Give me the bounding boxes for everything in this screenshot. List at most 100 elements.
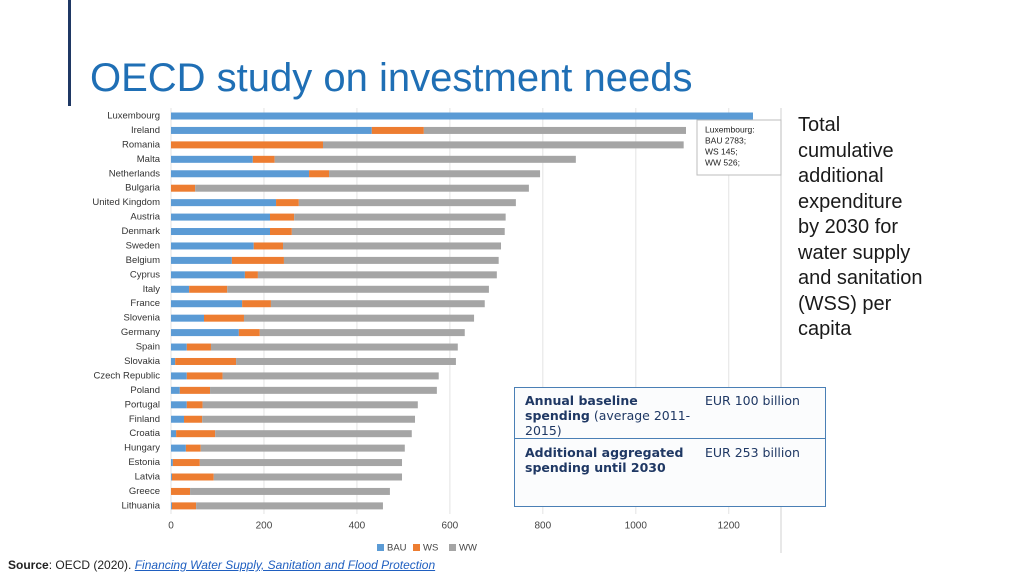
annotation: Luxembourg: <box>705 124 755 134</box>
bar-segment <box>186 401 203 409</box>
bar-segment <box>238 329 260 337</box>
bar-segment <box>175 357 237 365</box>
bar-segment <box>199 459 403 467</box>
y-tick-label: Romania <box>122 139 161 150</box>
y-tick-label: Slovenia <box>124 313 161 324</box>
bar-segment <box>171 459 173 467</box>
bar-segment <box>213 473 403 481</box>
row-value: EUR 100 billion <box>705 393 800 408</box>
x-tick-label: 1000 <box>625 521 648 532</box>
bar-segment <box>253 242 284 250</box>
bar-segment <box>227 285 489 293</box>
slide-title: OECD study on investment needs <box>90 56 693 100</box>
source: Source: OECD (2020). Financing Water Sup… <box>8 558 435 572</box>
bar-segment <box>171 126 372 134</box>
y-tick-label: United Kingdom <box>92 197 160 208</box>
annotation: WW 526; <box>705 157 740 167</box>
bar-segment <box>202 415 416 423</box>
bar-segment <box>171 242 254 250</box>
x-tick-label: 600 <box>442 521 459 532</box>
bar-segment <box>274 155 576 163</box>
y-tick-label: Poland <box>130 385 160 396</box>
bar-segment <box>171 502 197 510</box>
bar-segment <box>202 401 418 409</box>
legend-label: WS <box>423 543 438 554</box>
y-tick-label: Portugal <box>125 399 160 410</box>
bar-segment <box>270 213 295 221</box>
accent-bar <box>68 0 71 106</box>
y-tick-label: Italy <box>143 284 161 295</box>
table-row: Annual baseline spending (average 2011-2… <box>515 388 825 439</box>
bar-segment <box>184 415 203 423</box>
source-text: : OECD (2020). <box>48 558 135 572</box>
bar-segment <box>294 213 506 221</box>
bar-segment <box>322 141 684 149</box>
bar-segment <box>236 357 456 365</box>
bar-segment <box>171 372 187 380</box>
x-tick-label: 1200 <box>718 521 741 532</box>
row-label: Annual baseline spending (average 2011-2… <box>525 393 700 438</box>
bar-segment <box>231 256 284 264</box>
bar-segment <box>171 285 190 293</box>
bar-segment <box>171 473 172 481</box>
bar-segment <box>171 228 271 236</box>
annotation: WS 145; <box>705 146 738 156</box>
bar-segment <box>171 155 253 163</box>
y-tick-label: Austria <box>130 212 160 223</box>
bar-segment <box>200 444 405 452</box>
y-tick-label: Croatia <box>129 428 160 439</box>
bar-segment <box>257 271 497 279</box>
annotation-box <box>696 119 782 176</box>
y-tick-label: Spain <box>136 342 160 353</box>
row-value: EUR 253 billion <box>705 445 800 460</box>
source-label: Source <box>8 558 49 572</box>
y-tick-label: Netherlands <box>109 168 160 179</box>
y-tick-label: Lithuania <box>121 500 160 511</box>
y-tick-label: Ireland <box>131 125 160 136</box>
bar-segment <box>171 415 185 423</box>
bar-segment <box>210 386 437 394</box>
bar-segment <box>252 155 275 163</box>
y-tick-label: Estonia <box>128 457 160 468</box>
x-tick-label: 200 <box>256 521 273 532</box>
bar-segment <box>189 285 228 293</box>
bar-segment <box>298 199 516 207</box>
y-tick-label: Hungary <box>124 443 160 454</box>
bar-segment <box>186 372 223 380</box>
bar-segment <box>329 170 541 178</box>
bar-segment <box>171 141 323 149</box>
bar-segment <box>171 256 232 264</box>
legend-swatch <box>449 544 456 551</box>
y-tick-label: Czech Republic <box>93 370 160 381</box>
bar-segment <box>259 329 465 337</box>
summary-table: Annual baseline spending (average 2011-2… <box>514 387 826 507</box>
bar-segment <box>423 126 686 134</box>
row-label-bold: Additional aggregated spending until 203… <box>525 445 684 475</box>
x-tick-label: 800 <box>534 521 551 532</box>
bar-segment <box>171 314 205 322</box>
bar-segment <box>195 184 529 192</box>
bar-segment <box>270 228 292 236</box>
y-tick-label: Germany <box>121 327 160 338</box>
annotation: BAU 2783; <box>705 135 746 145</box>
bar-segment <box>171 170 310 178</box>
bar-segment <box>171 401 187 409</box>
bar-segment <box>171 329 239 337</box>
y-tick-label: Denmark <box>121 226 160 237</box>
bar-segment <box>172 459 200 467</box>
source-link[interactable]: Financing Water Supply, Sanitation and F… <box>134 558 436 572</box>
y-tick-label: Malta <box>137 154 161 165</box>
bar-segment <box>276 199 299 207</box>
bar-segment <box>283 242 502 250</box>
bar-segment <box>190 487 390 495</box>
bar-segment <box>291 228 505 236</box>
bar-segment <box>215 430 412 438</box>
bar-segment <box>171 502 172 510</box>
bar-segment <box>171 300 243 308</box>
bar-segment <box>179 386 211 394</box>
y-tick-label: Greece <box>129 486 160 497</box>
y-tick-label: Latvia <box>135 472 161 483</box>
x-tick-label: 400 <box>349 521 366 532</box>
bar-segment <box>171 184 196 192</box>
